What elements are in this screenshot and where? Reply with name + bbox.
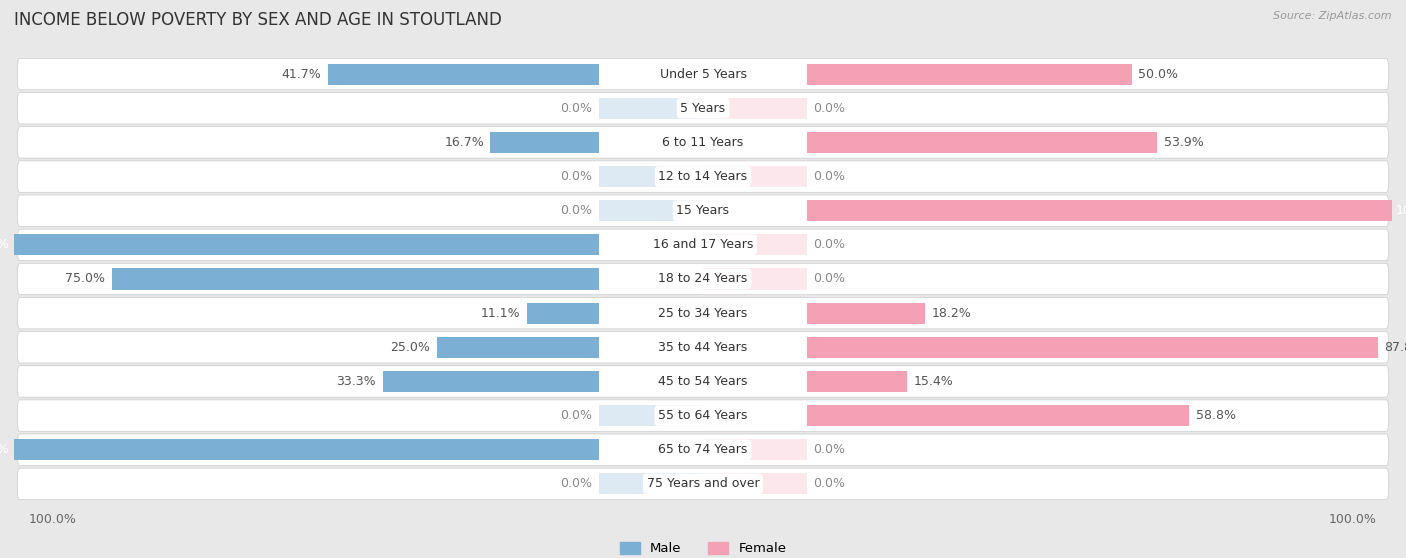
Bar	[491, 132, 599, 153]
Text: 0.0%: 0.0%	[561, 204, 592, 217]
Text: 25 to 34 Years: 25 to 34 Years	[658, 307, 748, 320]
Text: 0.0%: 0.0%	[561, 409, 592, 422]
Bar	[599, 166, 703, 187]
Bar	[436, 336, 599, 358]
Legend: Male, Female: Male, Female	[614, 537, 792, 558]
Bar	[599, 98, 703, 119]
Text: 15.4%: 15.4%	[914, 375, 953, 388]
Text: 100.0%: 100.0%	[0, 443, 10, 456]
Text: 55 to 64 Years: 55 to 64 Years	[658, 409, 748, 422]
Text: 0.0%: 0.0%	[561, 102, 592, 115]
Text: 15 Years: 15 Years	[676, 204, 730, 217]
Bar	[599, 200, 703, 222]
FancyBboxPatch shape	[17, 468, 1389, 499]
Text: 75 Years and over: 75 Years and over	[647, 478, 759, 490]
Text: 58.8%: 58.8%	[1195, 409, 1236, 422]
Text: INCOME BELOW POVERTY BY SEX AND AGE IN STOUTLAND: INCOME BELOW POVERTY BY SEX AND AGE IN S…	[14, 11, 502, 29]
Text: 0.0%: 0.0%	[814, 102, 845, 115]
FancyBboxPatch shape	[17, 365, 1389, 397]
FancyBboxPatch shape	[17, 263, 1389, 295]
Bar	[111, 268, 599, 290]
Bar	[382, 371, 599, 392]
Bar	[599, 405, 703, 426]
Text: 0.0%: 0.0%	[561, 170, 592, 183]
Text: 65 to 74 Years: 65 to 74 Years	[658, 443, 748, 456]
Text: 53.9%: 53.9%	[1164, 136, 1204, 149]
FancyBboxPatch shape	[17, 229, 1389, 261]
Text: 100.0%: 100.0%	[1396, 204, 1406, 217]
Text: 100.0%: 100.0%	[0, 238, 10, 251]
Bar	[807, 336, 1378, 358]
Text: Source: ZipAtlas.com: Source: ZipAtlas.com	[1274, 11, 1392, 21]
Text: 0.0%: 0.0%	[561, 478, 592, 490]
Text: 16 and 17 Years: 16 and 17 Years	[652, 238, 754, 251]
FancyBboxPatch shape	[17, 59, 1389, 90]
Text: 16.7%: 16.7%	[444, 136, 484, 149]
Bar	[703, 234, 807, 256]
FancyBboxPatch shape	[17, 127, 1389, 158]
Bar	[807, 200, 1406, 222]
FancyBboxPatch shape	[17, 434, 1389, 465]
Text: 0.0%: 0.0%	[814, 272, 845, 286]
Bar	[0, 439, 599, 460]
Text: Under 5 Years: Under 5 Years	[659, 68, 747, 80]
Bar	[807, 371, 907, 392]
Text: 12 to 14 Years: 12 to 14 Years	[658, 170, 748, 183]
Text: 0.0%: 0.0%	[814, 238, 845, 251]
Text: 75.0%: 75.0%	[65, 272, 105, 286]
Text: 5 Years: 5 Years	[681, 102, 725, 115]
Bar	[703, 98, 807, 119]
Bar	[703, 439, 807, 460]
Text: 11.1%: 11.1%	[481, 307, 520, 320]
Bar	[599, 473, 703, 494]
Bar	[703, 473, 807, 494]
Bar	[0, 234, 599, 256]
FancyBboxPatch shape	[17, 331, 1389, 363]
Text: 50.0%: 50.0%	[1139, 68, 1178, 80]
Text: 87.8%: 87.8%	[1384, 341, 1406, 354]
Text: 6 to 11 Years: 6 to 11 Years	[662, 136, 744, 149]
Bar	[807, 405, 1189, 426]
Text: 41.7%: 41.7%	[281, 68, 322, 80]
FancyBboxPatch shape	[17, 93, 1389, 124]
Text: 35 to 44 Years: 35 to 44 Years	[658, 341, 748, 354]
FancyBboxPatch shape	[17, 297, 1389, 329]
Text: 18.2%: 18.2%	[932, 307, 972, 320]
Text: 0.0%: 0.0%	[814, 443, 845, 456]
Bar	[328, 64, 599, 85]
Bar	[807, 132, 1157, 153]
Text: 0.0%: 0.0%	[814, 478, 845, 490]
Text: 18 to 24 Years: 18 to 24 Years	[658, 272, 748, 286]
Text: 25.0%: 25.0%	[389, 341, 430, 354]
Bar	[807, 64, 1132, 85]
FancyBboxPatch shape	[17, 161, 1389, 193]
FancyBboxPatch shape	[17, 400, 1389, 431]
Bar	[527, 302, 599, 324]
Bar	[703, 166, 807, 187]
Text: 33.3%: 33.3%	[336, 375, 375, 388]
Text: 45 to 54 Years: 45 to 54 Years	[658, 375, 748, 388]
Bar	[703, 268, 807, 290]
Bar	[807, 302, 925, 324]
FancyBboxPatch shape	[17, 195, 1389, 227]
Text: 0.0%: 0.0%	[814, 170, 845, 183]
